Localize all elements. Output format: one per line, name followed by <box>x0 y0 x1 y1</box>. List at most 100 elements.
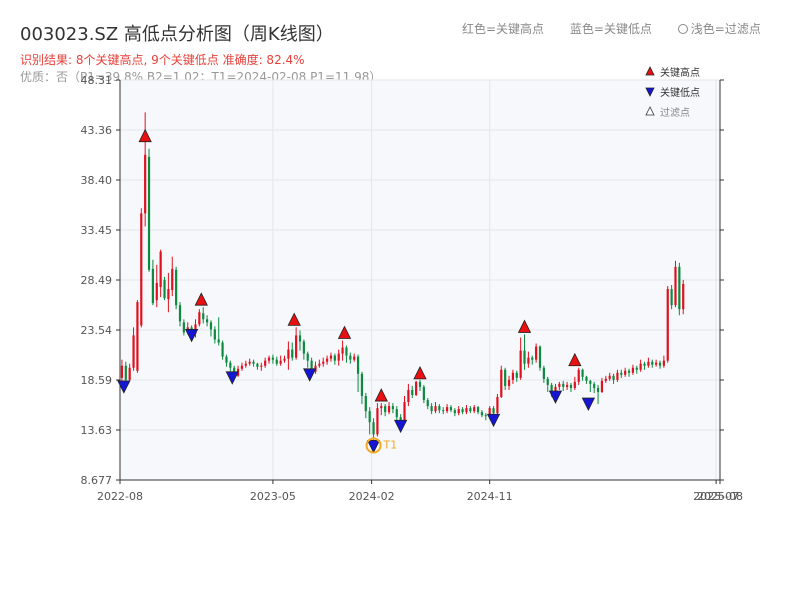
candle-body <box>391 406 395 410</box>
y-tick-label: 28.49 <box>81 274 113 287</box>
y-tick-label: 13.63 <box>81 424 113 437</box>
candle-body <box>643 363 646 366</box>
candle-body <box>221 342 224 357</box>
candle-body <box>624 370 627 375</box>
key-high-marker <box>138 128 152 143</box>
candle-body <box>198 312 201 325</box>
legend-label: 关键高点 <box>660 66 700 79</box>
key-high-marker <box>568 352 582 367</box>
candle-body <box>635 367 638 370</box>
key-low-marker <box>184 329 199 343</box>
candle-body <box>136 302 139 371</box>
key-low-marker <box>303 368 317 382</box>
candle-body <box>469 408 472 412</box>
candle-body <box>341 347 344 354</box>
x-tick-label: 2022-08 <box>97 490 143 503</box>
candle-body <box>267 357 271 361</box>
y-tick-label: 48.31 <box>81 74 113 87</box>
candle-body <box>527 357 530 364</box>
candle-body <box>167 289 170 300</box>
candle-body <box>399 417 402 422</box>
candle-body <box>461 409 464 413</box>
candle-body <box>283 358 286 361</box>
candle-body <box>387 406 391 413</box>
candle-body <box>302 341 305 354</box>
candle-body <box>573 381 576 388</box>
candle-body <box>395 409 398 418</box>
candle-body <box>565 384 569 387</box>
chart-title: 003023.SZ 高低点分析图（周K线图） <box>20 24 334 45</box>
candle-body <box>260 365 263 367</box>
candle-body <box>151 268 155 304</box>
candle-body <box>554 386 557 392</box>
candle-body <box>163 279 166 299</box>
candle-body <box>442 410 445 412</box>
key-low-marker <box>117 380 131 394</box>
y-tick-label: 38.40 <box>81 174 113 187</box>
candle-body <box>639 363 642 370</box>
candle-body <box>531 357 534 360</box>
candle-body <box>674 266 677 306</box>
hollow-circle-icon <box>677 24 688 34</box>
candle-body <box>322 361 325 364</box>
candle-body <box>225 356 228 363</box>
candle-body <box>627 370 631 373</box>
key-high-marker <box>517 319 532 333</box>
candle-body <box>128 367 131 380</box>
candle-body <box>310 360 313 372</box>
candle-body <box>434 406 437 412</box>
candle-body <box>666 289 669 361</box>
candle-body <box>488 408 491 417</box>
candle-body <box>620 372 623 375</box>
x-tick-label: 2023-05 <box>250 490 296 503</box>
candle-body <box>484 415 487 417</box>
candle-body <box>295 335 298 358</box>
candle-body <box>155 282 158 301</box>
candle-body <box>589 380 592 384</box>
red-explanation: 红色=关键高点 <box>462 22 545 36</box>
candle-body <box>519 350 522 378</box>
candle-body <box>384 406 387 413</box>
candle-body <box>457 409 460 414</box>
candle-body <box>538 346 542 368</box>
candle-body <box>132 335 135 368</box>
key-low-marker <box>225 371 239 385</box>
candle-body <box>662 360 665 366</box>
candle-body <box>229 362 232 368</box>
candle-body <box>631 367 635 373</box>
blue-explanation: 蓝色=关键低点 <box>569 22 652 36</box>
candle-body <box>178 305 182 322</box>
candle-body <box>244 363 247 366</box>
candle-body <box>209 322 213 330</box>
candle-body <box>205 319 209 323</box>
candle-body <box>291 349 294 358</box>
candle-body <box>535 346 538 360</box>
y-tick-label: 18.59 <box>81 374 113 387</box>
y-tick-label: 8.677 <box>81 474 113 487</box>
candle-body <box>364 395 367 412</box>
recognition-result: 识别结果: 8个关键高点, 9个关键低点 准确度: 82.4% <box>20 53 305 67</box>
legend-marker <box>645 66 655 76</box>
candle-body <box>418 381 422 387</box>
candle-body <box>546 378 549 385</box>
candle-body <box>569 384 573 388</box>
candle-body <box>655 362 658 365</box>
candle-body <box>147 156 151 270</box>
candle-body <box>175 269 178 306</box>
candle-body <box>217 339 220 343</box>
candle-body <box>353 356 356 360</box>
candle-body <box>453 410 456 414</box>
light-explanation: 浅色=过滤点 <box>677 22 783 36</box>
candle-body <box>329 355 333 359</box>
candle-body <box>593 383 596 388</box>
candles <box>120 112 685 447</box>
key-low-marker <box>486 413 501 428</box>
candle-body <box>647 361 650 366</box>
candle-body <box>550 384 553 392</box>
candle-body <box>507 379 511 386</box>
key-low-marker <box>548 390 563 404</box>
candle-body <box>171 268 174 291</box>
candle-body <box>202 313 205 320</box>
